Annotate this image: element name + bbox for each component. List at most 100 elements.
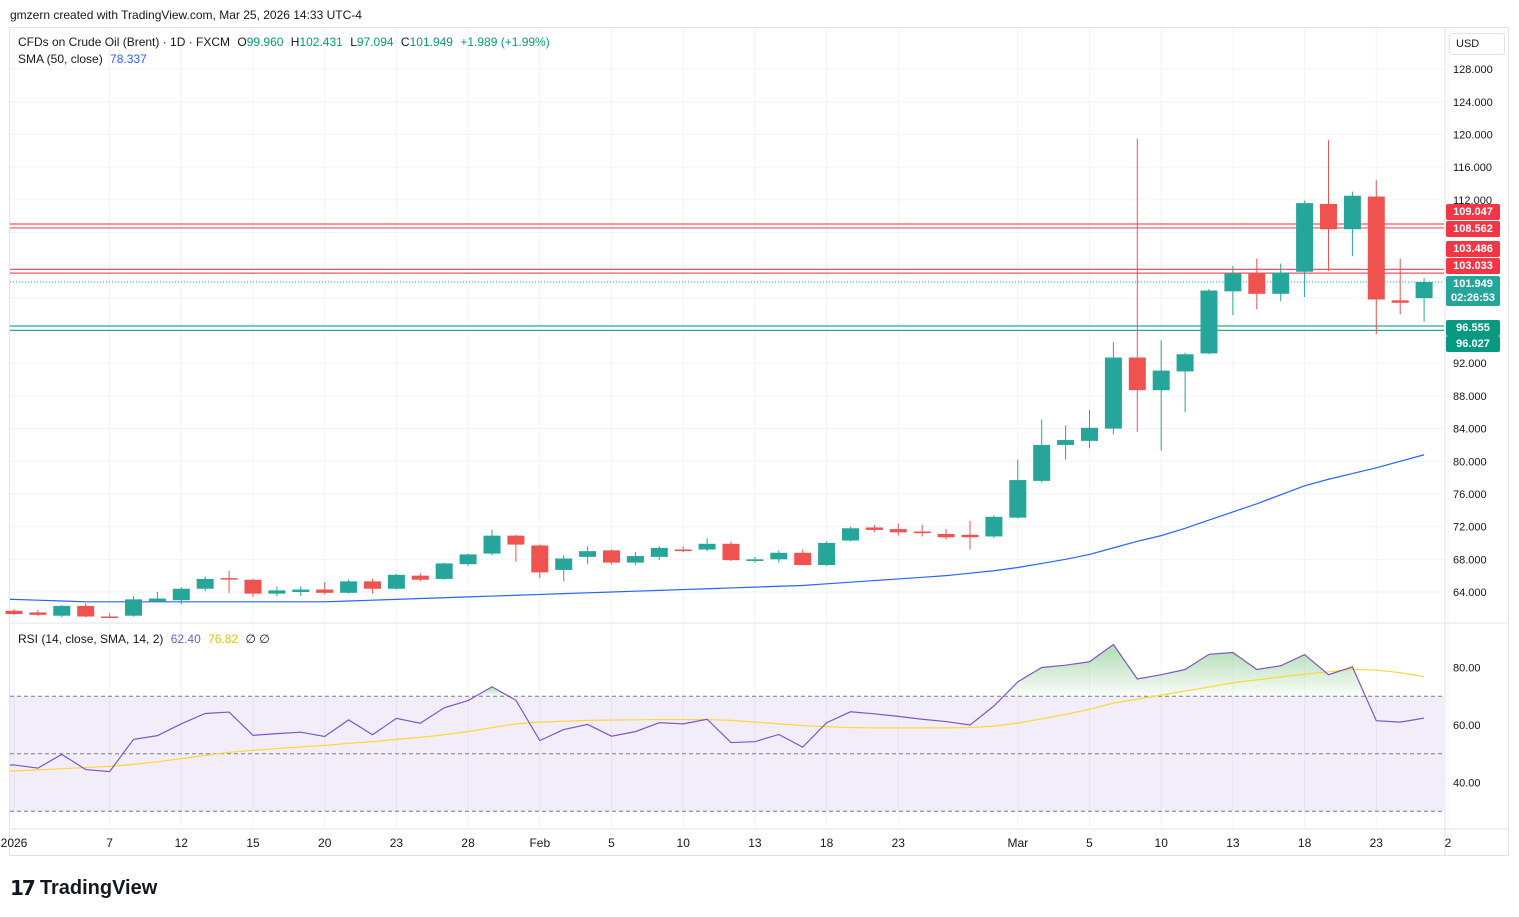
low-label: L bbox=[350, 35, 357, 49]
candle-body bbox=[1391, 300, 1409, 303]
price-badge: 96.555 bbox=[1446, 320, 1500, 336]
price-tick-label: 84.000 bbox=[1453, 424, 1487, 436]
low-value: 97.094 bbox=[356, 35, 394, 49]
time-tick-label: 23 bbox=[1370, 836, 1384, 850]
candle-body bbox=[650, 547, 668, 557]
time-tick-label: 5 bbox=[608, 836, 615, 850]
candle-body bbox=[1224, 273, 1242, 292]
candle-body bbox=[507, 535, 525, 545]
time-tick-label: 28 bbox=[461, 836, 475, 850]
candle-body bbox=[937, 533, 955, 538]
candle-body bbox=[603, 550, 620, 563]
candle-body bbox=[5, 610, 23, 615]
candle-body bbox=[889, 529, 907, 533]
sma-value: 78.337 bbox=[110, 52, 147, 66]
candle-body bbox=[29, 612, 47, 615]
candle-body bbox=[435, 563, 453, 579]
currency-button[interactable]: USD bbox=[1449, 33, 1505, 55]
chart-credit: gmzern created with TradingView.com, Mar… bbox=[10, 8, 362, 22]
time-tick-label: 5 bbox=[1086, 836, 1093, 850]
candle-body bbox=[1176, 354, 1194, 372]
candle-body bbox=[1081, 427, 1098, 441]
candle-body bbox=[316, 589, 334, 593]
candle-body bbox=[746, 559, 764, 561]
time-tick-label: 2 bbox=[1445, 836, 1452, 850]
candle-body bbox=[865, 527, 883, 530]
close-value: 101.949 bbox=[409, 35, 453, 49]
time-tick-label: 23 bbox=[892, 836, 906, 850]
candle-body bbox=[125, 599, 142, 616]
candle-body bbox=[1152, 370, 1170, 391]
time-tick-label: 7 bbox=[106, 836, 113, 850]
time-tick-label: 10 bbox=[677, 836, 691, 850]
time-tick-label: 18 bbox=[1298, 836, 1312, 850]
candle-body bbox=[268, 590, 286, 594]
price-badge: 96.027 bbox=[1446, 336, 1500, 352]
candle-body bbox=[985, 516, 1003, 537]
open-label: O bbox=[237, 35, 247, 49]
price-tick-label: 64.000 bbox=[1453, 587, 1487, 599]
candle-body bbox=[53, 605, 71, 616]
candle-body bbox=[364, 581, 381, 589]
time-tick-label: 12 bbox=[175, 836, 189, 850]
price-tick-label: 128.000 bbox=[1453, 64, 1493, 76]
candle-body bbox=[148, 598, 166, 602]
price-tick-label: 88.000 bbox=[1453, 391, 1487, 403]
candle-body bbox=[1128, 357, 1146, 391]
candle-body bbox=[913, 531, 931, 534]
rsi-line bbox=[10, 643, 1425, 773]
candle-body bbox=[483, 535, 501, 554]
candle-body bbox=[1367, 196, 1385, 300]
candle-body bbox=[77, 605, 95, 617]
candle-body bbox=[292, 589, 310, 592]
price-badge: 02:26:53 bbox=[1446, 290, 1500, 306]
ohlc-values: O99.960 H102.431 L97.094 C101.949 +1.989… bbox=[237, 35, 553, 49]
candle-body bbox=[626, 556, 644, 563]
candle-body bbox=[220, 578, 238, 580]
candle-body bbox=[172, 588, 190, 601]
time-tick-label: 10 bbox=[1155, 836, 1169, 850]
candle-body bbox=[101, 616, 119, 619]
logo-text: TradingView bbox=[39, 877, 158, 899]
candle-body bbox=[579, 551, 597, 557]
time-tick-label: 18 bbox=[820, 836, 834, 850]
price-badge: 103.033 bbox=[1446, 258, 1500, 274]
candle-body bbox=[411, 575, 429, 580]
high-value: 102.431 bbox=[299, 35, 343, 49]
rsi-legend: RSI (14, close, SMA, 14, 2) 62.40 76.82 … bbox=[18, 632, 274, 646]
price-badge: 108.562 bbox=[1446, 221, 1500, 237]
rsi-value: 62.40 bbox=[170, 632, 201, 646]
rsi-extra-values: ∅ ∅ bbox=[245, 632, 270, 646]
symbol-label: CFDs on Crude Oil (Brent) · 1D · FXCM bbox=[18, 35, 231, 49]
candle-body bbox=[1320, 203, 1337, 230]
price-tick-label: 124.000 bbox=[1453, 97, 1493, 109]
price-tick-label: 76.000 bbox=[1453, 489, 1487, 501]
rsi-overbought-fill bbox=[1003, 644, 1366, 697]
price-tick-label: 80.000 bbox=[1453, 456, 1487, 468]
candle-body bbox=[1033, 444, 1051, 481]
candle-body bbox=[842, 528, 859, 541]
tradingview-mark-icon: 𝟭𝟳 bbox=[10, 878, 36, 900]
price-badge: 109.047 bbox=[1446, 204, 1500, 220]
candle-body bbox=[818, 542, 836, 566]
chart-frame bbox=[9, 27, 1509, 856]
candle-body bbox=[1415, 281, 1433, 299]
rsi-tick-label: 80.00 bbox=[1453, 663, 1481, 675]
tradingview-logo: 𝟭𝟳 TradingView bbox=[10, 876, 157, 901]
rsi-tick-label: 60.00 bbox=[1453, 720, 1481, 732]
price-tick-label: 120.000 bbox=[1453, 129, 1493, 141]
candle-body bbox=[531, 545, 549, 573]
time-tick-label: 20 bbox=[318, 836, 332, 850]
sma-line bbox=[10, 454, 1425, 603]
candle-body bbox=[1296, 203, 1314, 272]
high-label: H bbox=[290, 35, 300, 49]
candle-body bbox=[196, 578, 214, 589]
time-tick-label: 2026 bbox=[1, 836, 28, 850]
rsi-sma-value: 76.82 bbox=[208, 632, 239, 646]
time-tick-label: Feb bbox=[529, 836, 550, 850]
candle-body bbox=[1200, 290, 1218, 354]
price-badge: 101.949 bbox=[1446, 276, 1500, 292]
sma-legend: SMA (50, close) 78.337 bbox=[18, 52, 151, 66]
candle-body bbox=[961, 534, 979, 538]
